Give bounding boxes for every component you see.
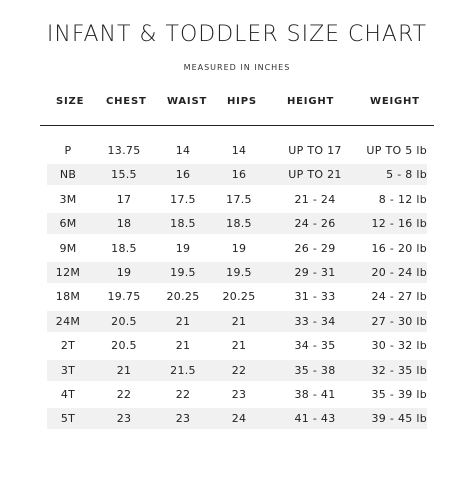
cell-waist: 19.5 (170, 266, 196, 279)
cell-hips: 22 (231, 364, 247, 377)
cell-height: 29 - 31 (294, 266, 336, 279)
cell-waist: 22 (175, 388, 191, 401)
cell-size: 3T (60, 364, 76, 377)
cell-weight: UP TO 5 lb (366, 144, 427, 157)
table-header: SIZE CHEST WAIST HIPS HEIGHT WEIGHT (40, 96, 434, 116)
cell-height: 26 - 29 (294, 242, 336, 255)
header-divider (40, 125, 434, 126)
cell-hips: 20.25 (222, 290, 256, 303)
table-row: NB 15.5 16 16 UP TO 21 5 - 8 lb (47, 164, 427, 185)
cell-size: 24M (55, 315, 81, 328)
cell-waist: 21 (175, 315, 191, 328)
cell-chest: 21 (116, 364, 132, 377)
cell-hips: 19 (231, 242, 247, 255)
cell-waist: 17.5 (170, 193, 196, 206)
cell-weight: 20 - 24 lb (371, 266, 427, 279)
cell-height: 35 - 38 (294, 364, 336, 377)
cell-weight: 8 - 12 lb (378, 193, 427, 206)
page-subtitle: MEASURED IN INCHES (183, 63, 291, 72)
cell-size: P (64, 144, 72, 157)
cell-size: 2T (60, 339, 76, 352)
cell-size: 6M (59, 217, 77, 230)
cell-height: UP TO 17 (288, 144, 342, 157)
table-row: 24M 20.5 21 21 33 - 34 27 - 30 lb (47, 311, 427, 332)
cell-chest: 15.5 (111, 168, 137, 181)
cell-hips: 23 (231, 388, 247, 401)
table-row: 3T 21 21.5 22 35 - 38 32 - 35 lb (47, 360, 427, 381)
cell-size: 18M (55, 290, 81, 303)
table-row: 9M 18.5 19 19 26 - 29 16 - 20 lb (47, 238, 427, 259)
table-row: 12M 19 19.5 19.5 29 - 31 20 - 24 lb (47, 262, 427, 283)
cell-hips: 18.5 (226, 217, 252, 230)
cell-height: 33 - 34 (294, 315, 336, 328)
table-row: 6M 18 18.5 18.5 24 - 26 12 - 16 lb (47, 213, 427, 234)
cell-waist: 20.25 (166, 290, 200, 303)
cell-weight: 35 - 39 lb (371, 388, 427, 401)
cell-chest: 17 (116, 193, 132, 206)
cell-chest: 13.75 (107, 144, 141, 157)
cell-height: UP TO 21 (288, 168, 342, 181)
cell-hips: 21 (231, 339, 247, 352)
cell-waist: 21.5 (170, 364, 196, 377)
cell-waist: 14 (175, 144, 191, 157)
cell-size: 5T (60, 412, 76, 425)
cell-size: 9M (59, 242, 77, 255)
cell-size: 3M (59, 193, 77, 206)
cell-weight: 16 - 20 lb (371, 242, 427, 255)
column-header-size: SIZE (56, 96, 85, 107)
cell-weight: 32 - 35 lb (371, 364, 427, 377)
cell-chest: 18 (116, 217, 132, 230)
column-header-weight: WEIGHT (370, 96, 420, 107)
cell-height: 24 - 26 (294, 217, 336, 230)
cell-chest: 20.5 (111, 315, 137, 328)
cell-waist: 16 (175, 168, 191, 181)
cell-weight: 30 - 32 lb (371, 339, 427, 352)
table-row: 5T 23 23 24 41 - 43 39 - 45 lb (47, 408, 427, 429)
cell-waist: 21 (175, 339, 191, 352)
cell-height: 34 - 35 (294, 339, 336, 352)
page-title: INFANT & TODDLER SIZE CHART (46, 22, 428, 47)
cell-height: 31 - 33 (294, 290, 336, 303)
column-header-chest: CHEST (106, 96, 147, 107)
table-row: 4T 22 22 23 38 - 41 35 - 39 lb (47, 384, 427, 405)
cell-size: 4T (60, 388, 76, 401)
cell-hips: 16 (231, 168, 247, 181)
column-header-hips: HIPS (227, 96, 257, 107)
cell-weight: 5 - 8 lb (386, 168, 427, 181)
cell-waist: 18.5 (170, 217, 196, 230)
cell-hips: 17.5 (226, 193, 252, 206)
column-header-height: HEIGHT (287, 96, 335, 107)
cell-weight: 27 - 30 lb (371, 315, 427, 328)
cell-chest: 20.5 (111, 339, 137, 352)
cell-height: 41 - 43 (294, 412, 336, 425)
cell-hips: 24 (231, 412, 247, 425)
cell-size: NB (59, 168, 77, 181)
cell-weight: 24 - 27 lb (371, 290, 427, 303)
cell-chest: 23 (116, 412, 132, 425)
cell-hips: 19.5 (226, 266, 252, 279)
cell-chest: 18.5 (111, 242, 137, 255)
table-row: 3M 17 17.5 17.5 21 - 24 8 - 12 lb (47, 189, 427, 210)
cell-chest: 19.75 (107, 290, 141, 303)
cell-waist: 23 (175, 412, 191, 425)
table-row: 18M 19.75 20.25 20.25 31 - 33 24 - 27 lb (47, 286, 427, 307)
cell-hips: 14 (231, 144, 247, 157)
cell-weight: 12 - 16 lb (371, 217, 427, 230)
table-row: P 13.75 14 14 UP TO 17 UP TO 5 lb (47, 140, 427, 161)
cell-size: 12M (55, 266, 81, 279)
cell-hips: 21 (231, 315, 247, 328)
cell-height: 38 - 41 (294, 388, 336, 401)
cell-chest: 19 (116, 266, 132, 279)
column-header-waist: WAIST (167, 96, 208, 107)
table-row: 2T 20.5 21 21 34 - 35 30 - 32 lb (47, 335, 427, 356)
cell-waist: 19 (175, 242, 191, 255)
cell-weight: 39 - 45 lb (371, 412, 427, 425)
cell-chest: 22 (116, 388, 132, 401)
cell-height: 21 - 24 (294, 193, 336, 206)
